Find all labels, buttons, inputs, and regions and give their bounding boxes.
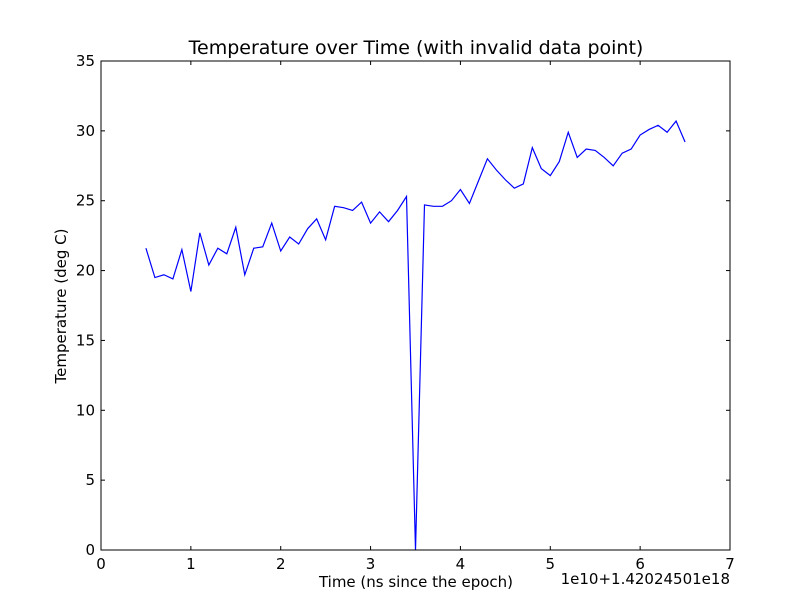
x-tick-label: 6 bbox=[635, 555, 645, 573]
x-tick-label: 5 bbox=[546, 555, 556, 573]
y-axis-label: Temperature (deg C) bbox=[52, 228, 70, 384]
y-tick-label: 30 bbox=[76, 122, 95, 140]
axes-frame bbox=[100, 60, 731, 551]
y-tick-label: 20 bbox=[76, 262, 95, 280]
x-tick-label: 2 bbox=[276, 555, 286, 573]
x-tick-label: 3 bbox=[366, 555, 376, 573]
y-tick-label: 35 bbox=[76, 52, 95, 70]
x-tick-label: 4 bbox=[456, 555, 466, 573]
axis-ticks: 0 1 2 3 4 5 6 7 0 5 10 15 20 25 30 35 bbox=[76, 52, 735, 573]
y-tick-label: 0 bbox=[85, 541, 95, 559]
x-tick-label: 1 bbox=[186, 555, 196, 573]
x-axis-label: Time (ns since the epoch) bbox=[318, 573, 513, 591]
y-tick-label: 25 bbox=[76, 192, 95, 210]
y-tick-label: 10 bbox=[76, 401, 95, 419]
chart-title: Temperature over Time (with invalid data… bbox=[188, 37, 644, 59]
y-tick-label: 15 bbox=[76, 331, 95, 349]
plot-area bbox=[100, 60, 731, 551]
x-tick-label: 0 bbox=[96, 555, 106, 573]
y-tick-label: 5 bbox=[85, 471, 95, 489]
x-axis-offset-label: 1e10+1.42024501e18 bbox=[561, 570, 730, 588]
x-tick-label: 7 bbox=[725, 555, 735, 573]
